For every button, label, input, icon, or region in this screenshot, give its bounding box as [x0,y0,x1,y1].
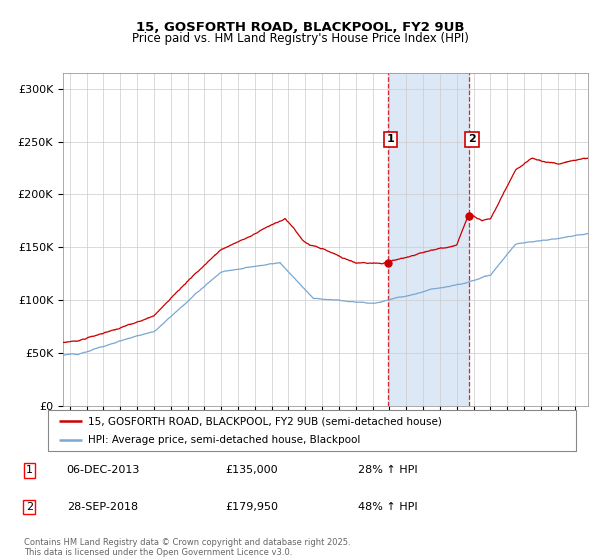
Text: 15, GOSFORTH ROAD, BLACKPOOL, FY2 9UB (semi-detached house): 15, GOSFORTH ROAD, BLACKPOOL, FY2 9UB (s… [88,417,442,426]
Bar [388,73,469,406]
Text: 1: 1 [26,465,33,475]
Text: 48% ↑ HPI: 48% ↑ HPI [358,502,417,512]
Text: HPI: Average price, semi-detached house, Blackpool: HPI: Average price, semi-detached house,… [88,435,360,445]
Text: £179,950: £179,950 [225,502,278,512]
FancyBboxPatch shape [48,410,576,451]
Text: Price paid vs. HM Land Registry's House Price Index (HPI): Price paid vs. HM Land Registry's House … [131,32,469,45]
Text: 15, GOSFORTH ROAD, BLACKPOOL, FY2 9UB: 15, GOSFORTH ROAD, BLACKPOOL, FY2 9UB [136,21,464,34]
Text: £135,000: £135,000 [225,465,278,475]
Text: 2: 2 [26,502,33,512]
Text: 28-SEP-2018: 28-SEP-2018 [67,502,138,512]
Text: 1: 1 [387,134,394,144]
Text: 2: 2 [468,134,476,144]
Text: 06-DEC-2013: 06-DEC-2013 [67,465,140,475]
Text: Contains HM Land Registry data © Crown copyright and database right 2025.
This d: Contains HM Land Registry data © Crown c… [24,538,350,557]
Text: 28% ↑ HPI: 28% ↑ HPI [358,465,417,475]
